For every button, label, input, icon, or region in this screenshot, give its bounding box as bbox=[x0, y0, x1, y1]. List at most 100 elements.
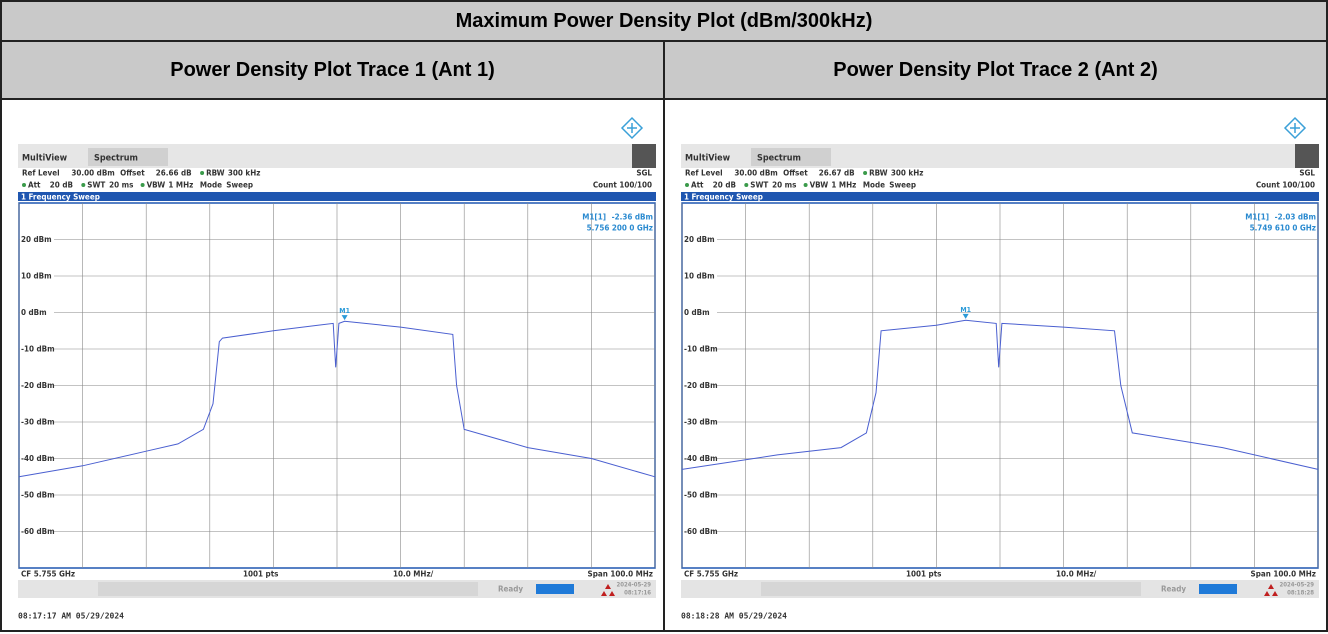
y-tick-label: -10 dBm bbox=[684, 345, 718, 354]
y-tick-label: 10 dBm bbox=[21, 272, 52, 281]
setting-value: 20 ms bbox=[109, 181, 133, 190]
tick-label-bg bbox=[20, 271, 54, 281]
footer-text: 10.0 MHz/ bbox=[393, 570, 434, 579]
tick-label-bg bbox=[683, 453, 717, 464]
column-header: Power Density Plot Trace 2 (Ant 2) bbox=[663, 40, 1328, 100]
footer-bar bbox=[18, 569, 656, 579]
y-tick-label: -30 dBm bbox=[684, 418, 718, 427]
setting-value: 26.67 dB bbox=[819, 169, 855, 178]
tick-label-bg bbox=[683, 380, 717, 391]
y-tick-label: 0 dBm bbox=[684, 308, 710, 317]
cell: MultiView Spectrum Ref Level 30.00 dBm Offse… bbox=[663, 98, 1328, 632]
y-tick-label: -60 dBm bbox=[21, 527, 55, 536]
footer-bar bbox=[681, 569, 1319, 579]
y-tick-label: 20 dBm bbox=[21, 235, 52, 244]
tick-label-bg bbox=[20, 526, 54, 537]
marker-freq: 5.749 610 0 GHz bbox=[1250, 224, 1316, 233]
tick-label-bg bbox=[20, 453, 54, 464]
window-title: 1 Frequency Sweep bbox=[21, 193, 100, 202]
setting-label: Offset bbox=[120, 169, 145, 178]
column-header: Power Density Plot Trace 1 (Ant 1) bbox=[0, 40, 665, 100]
setting-label: SWT bbox=[87, 181, 105, 190]
tab-name: Spectrum bbox=[757, 154, 801, 164]
tick-label-bg bbox=[20, 307, 54, 318]
tick-label-bg bbox=[20, 234, 54, 245]
date: 2024-05-29 bbox=[616, 582, 651, 589]
app-name: MultiView bbox=[22, 154, 68, 164]
indicator bbox=[863, 171, 868, 175]
y-tick-label: -20 dBm bbox=[684, 381, 718, 390]
y-tick-label: 20 dBm bbox=[684, 235, 715, 244]
setting-value: 300 kHz bbox=[891, 169, 924, 178]
setting-value: 1 MHz bbox=[168, 181, 193, 190]
tick-label-bg bbox=[683, 307, 717, 318]
y-tick-label: 10 dBm bbox=[684, 272, 715, 281]
indicator bbox=[22, 183, 26, 187]
window-bar bbox=[18, 192, 656, 201]
indicator bbox=[685, 183, 689, 187]
setting-label: Mode bbox=[863, 181, 885, 190]
tick-label-bg bbox=[683, 234, 717, 245]
tab bbox=[88, 148, 168, 166]
timestamp: 08:18:28 AM 05/29/2024 bbox=[681, 612, 787, 621]
setting-label: VBW bbox=[147, 181, 166, 190]
trace bbox=[18, 320, 656, 478]
footer-text: Span 100.0 MHz bbox=[588, 570, 653, 579]
setting-label: Offset bbox=[783, 169, 808, 178]
progress bbox=[536, 584, 574, 594]
marker-name: M1 bbox=[339, 307, 350, 315]
y-tick-label: -30 dBm bbox=[21, 418, 55, 427]
setting-value: 300 kHz bbox=[228, 169, 261, 178]
sgl: SGL bbox=[636, 169, 652, 178]
setting-label: RBW bbox=[869, 169, 888, 178]
marker-level: -2.03 dBm bbox=[1275, 213, 1316, 222]
y-tick-label: 0 dBm bbox=[21, 308, 47, 317]
tab bbox=[751, 148, 831, 166]
tick-label-bg bbox=[683, 417, 717, 427]
network-icon bbox=[601, 584, 615, 596]
y-tick-label: -60 dBm bbox=[684, 527, 718, 536]
marker-label: M1[1] bbox=[582, 213, 606, 222]
tick-label-bg bbox=[20, 380, 54, 391]
setting-label: Ref Level bbox=[685, 169, 723, 178]
setting-value: Sweep bbox=[226, 181, 253, 190]
footer-text: CF 5.755 GHz bbox=[21, 570, 75, 579]
setting-value: 30.00 dBm bbox=[734, 169, 777, 178]
status: Ready bbox=[1161, 585, 1186, 594]
y-tick-label: -20 dBm bbox=[21, 381, 55, 390]
setting-value: Sweep bbox=[889, 181, 916, 190]
tick-label-bg bbox=[20, 344, 54, 354]
logo bbox=[1283, 116, 1307, 140]
indicator bbox=[744, 183, 749, 187]
setting-label: SWT bbox=[750, 181, 768, 190]
y-tick-label: -50 dBm bbox=[21, 491, 55, 500]
setting-label: Mode bbox=[200, 181, 222, 190]
footer-text: 1001 pts bbox=[243, 570, 278, 579]
menu-button bbox=[1295, 144, 1319, 168]
trace bbox=[681, 319, 1319, 470]
date: 2024-05-29 bbox=[1279, 582, 1314, 589]
setting-label: Ref Level bbox=[22, 169, 60, 178]
marker bbox=[962, 313, 969, 319]
tab-name: Spectrum bbox=[94, 154, 138, 164]
cell: MultiView Spectrum Ref Level 30.00 dBm Offse… bbox=[0, 98, 665, 632]
footer-text: 1001 pts bbox=[906, 570, 941, 579]
y-tick-label: -10 dBm bbox=[21, 345, 55, 354]
setting-label: VBW bbox=[810, 181, 829, 190]
window-title: 1 Frequency Sweep bbox=[684, 193, 763, 202]
y-tick-label: -50 dBm bbox=[684, 491, 718, 500]
indicator bbox=[803, 183, 808, 187]
footer-text: Span 100.0 MHz bbox=[1251, 570, 1316, 579]
status-field bbox=[761, 582, 1141, 596]
time: 08:18:28 bbox=[1287, 590, 1314, 597]
table-title: Maximum Power Density Plot (dBm/300kHz) bbox=[0, 0, 1328, 42]
tick-label-bg bbox=[683, 344, 717, 354]
marker-name: M1 bbox=[960, 306, 971, 314]
window-bar bbox=[681, 192, 1319, 201]
marker bbox=[341, 315, 348, 321]
setting-label: Att bbox=[691, 181, 704, 190]
tick-label-bg bbox=[20, 490, 54, 500]
progress bbox=[1199, 584, 1237, 594]
setting-value: 20 dB bbox=[50, 181, 73, 190]
